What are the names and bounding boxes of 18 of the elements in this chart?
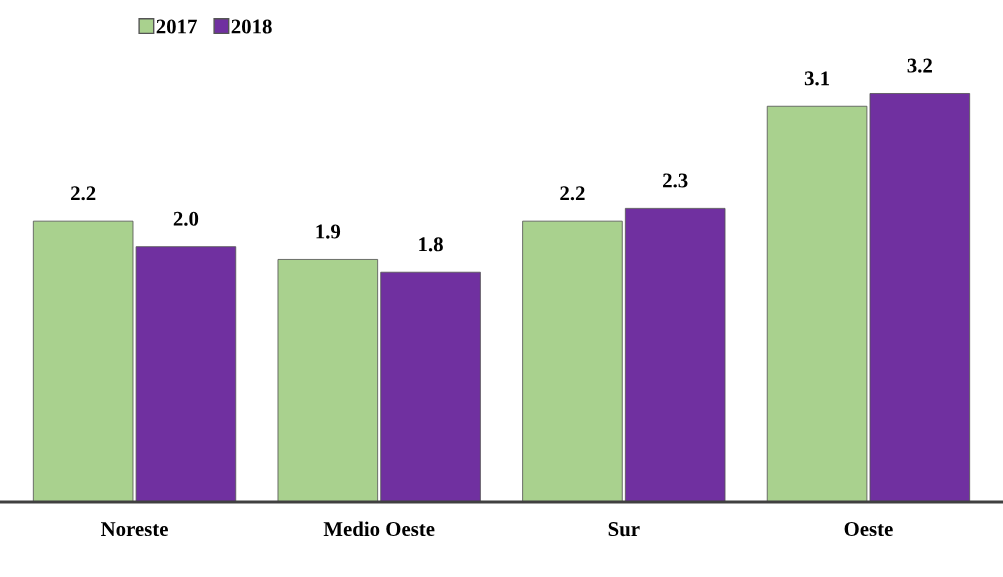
- legend-label: 2017: [156, 19, 197, 34]
- x-tick-label: Noreste: [101, 522, 168, 537]
- data-label: 1.9: [316, 224, 341, 239]
- x-tick-label: Oeste: [844, 522, 893, 537]
- data-label: 2.2: [71, 186, 96, 201]
- data-label: 2.2: [560, 186, 585, 201]
- bar: [277, 259, 379, 502]
- bar: [624, 207, 726, 502]
- bar: [380, 271, 481, 502]
- x-tick-label: Sur: [608, 522, 640, 537]
- data-label: 2.0: [173, 211, 199, 226]
- legend-label: 2018: [231, 19, 272, 34]
- data-label: 3.1: [804, 71, 830, 86]
- data-label: 2.3: [663, 173, 688, 188]
- data-label: 3.2: [907, 58, 932, 73]
- x-tick-label: Medio Oeste: [323, 521, 435, 537]
- bar: [522, 220, 623, 502]
- data-label: 1.8: [419, 237, 443, 252]
